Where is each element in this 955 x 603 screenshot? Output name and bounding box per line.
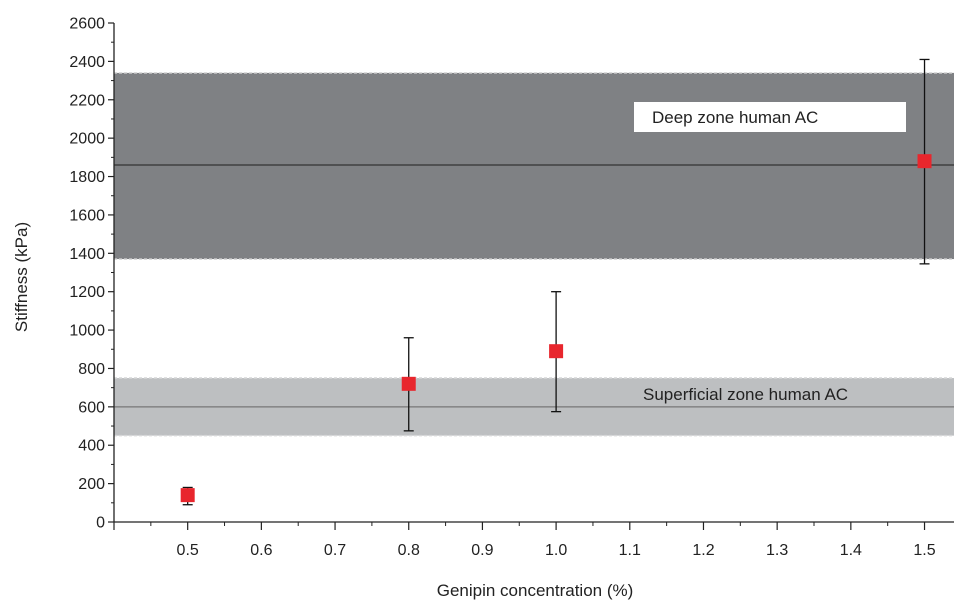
x-tick-label: 0.8 bbox=[398, 542, 420, 559]
y-tick-label: 600 bbox=[78, 399, 105, 416]
x-tick-label: 1.1 bbox=[619, 542, 641, 559]
x-tick-label: 1.5 bbox=[913, 542, 935, 559]
y-tick-label: 200 bbox=[78, 476, 105, 493]
y-tick-label: 2000 bbox=[69, 131, 105, 148]
y-tick-label: 1400 bbox=[69, 246, 105, 263]
data-point bbox=[917, 154, 932, 169]
x-tick-label: 0.5 bbox=[177, 542, 199, 559]
y-tick-label: 1200 bbox=[69, 284, 105, 301]
superficial-zone-label: Superficial zone human AC bbox=[643, 385, 848, 404]
y-tick-label: 800 bbox=[78, 361, 105, 378]
deep-zone-label: Deep zone human AC bbox=[652, 108, 818, 127]
data-point bbox=[549, 344, 564, 359]
y-tick-label: 400 bbox=[78, 438, 105, 455]
y-tick-label: 0 bbox=[96, 515, 105, 532]
y-tick-label: 1000 bbox=[69, 323, 105, 340]
y-tick-label: 2400 bbox=[69, 54, 105, 71]
data-point bbox=[180, 488, 195, 503]
y-tick-label: 1600 bbox=[69, 207, 105, 224]
x-tick-label: 1.4 bbox=[840, 542, 862, 559]
deep-zone-band bbox=[114, 72, 954, 260]
y-tick-label: 1800 bbox=[69, 169, 105, 186]
reference-bands: Deep zone human AC Superficial zone human… bbox=[114, 72, 954, 437]
x-tick-label: 1.3 bbox=[766, 542, 788, 559]
x-tick-label: 0.9 bbox=[471, 542, 493, 559]
y-tick-label: 2200 bbox=[69, 92, 105, 109]
data-points bbox=[180, 58, 932, 506]
x-tick-label: 1.0 bbox=[545, 542, 567, 559]
y-tick-label: 2600 bbox=[69, 16, 105, 33]
x-tick-label: 0.7 bbox=[324, 542, 346, 559]
x-tick-label: 1.2 bbox=[692, 542, 714, 559]
axes: 0 200 400 600 800 1000 1200 1400 1600 1800 2000 220… bbox=[69, 16, 954, 559]
x-axis-title: Genipin concentration (%) bbox=[437, 581, 634, 600]
data-point bbox=[401, 376, 416, 391]
deep-zone-label-box bbox=[634, 102, 906, 132]
y-axis-title: Stiffness (kPa) bbox=[12, 222, 31, 332]
x-tick-label: 0.6 bbox=[250, 542, 272, 559]
